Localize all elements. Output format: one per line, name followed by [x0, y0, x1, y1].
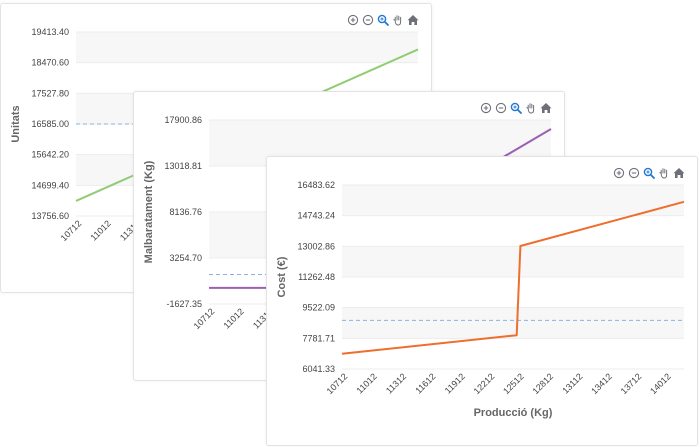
pan-hand-icon [659, 168, 668, 179]
y-axis-title: Malbaratament (Kg) [143, 160, 155, 263]
pan-hand-icon [393, 15, 402, 26]
zoom-in-icon [480, 102, 492, 114]
x-tick-label: 13712 [619, 371, 644, 396]
y-tick-label: 18470.60 [31, 58, 69, 68]
y-tick-label: 15642.20 [31, 150, 69, 160]
x-tick-label: 13412 [589, 371, 614, 396]
chart-toolbar [480, 102, 552, 114]
zoom-out-button[interactable] [628, 167, 640, 179]
y-tick-label: 9522.09 [302, 303, 335, 313]
zoom-out-button[interactable] [362, 14, 374, 26]
y-tick-label: -1627.35 [166, 299, 202, 309]
x-tick-label: 11312 [384, 371, 408, 395]
zoom-out-icon [495, 102, 507, 114]
y-tick-label: 6041.33 [302, 364, 335, 374]
y-tick-label: 16585.00 [31, 119, 69, 129]
zoom-select-button[interactable] [510, 102, 522, 114]
y-tick-label: 7781.71 [302, 333, 335, 343]
y-tick-label: 14743.24 [297, 211, 335, 221]
x-tick-label: 10712 [59, 218, 84, 243]
home-reset-icon [407, 15, 419, 25]
zoom-select-button[interactable] [377, 14, 389, 26]
y-axis-title: Unitats [10, 105, 22, 142]
x-tick-label: 11012 [355, 371, 379, 395]
x-tick-label: 11612 [413, 371, 437, 395]
chart-svg: 16483.62 14743.24 13002.86 11262.48 9522.09 7… [276, 180, 685, 419]
home-reset-button[interactable] [540, 102, 552, 114]
chart-toolbar [613, 167, 685, 179]
y-tick-label: 13756.60 [31, 211, 69, 221]
zoom-in-icon [347, 14, 359, 26]
zoom-out-icon [628, 167, 640, 179]
x-tick-label: 10712 [192, 306, 217, 331]
zoom-select-icon [643, 167, 655, 179]
x-axis-title: Producció (Kg) [474, 407, 553, 419]
x-tick-label: 12812 [530, 371, 555, 396]
grid-band [342, 307, 684, 339]
x-tick-label: 11912 [443, 371, 467, 395]
grid-band [342, 246, 684, 277]
zoom-select-button[interactable] [643, 167, 655, 179]
zoom-select-icon [377, 14, 389, 26]
zoom-in-button[interactable] [613, 167, 625, 179]
pan-hand-button[interactable] [525, 102, 537, 114]
home-reset-button[interactable] [673, 167, 685, 179]
x-tick-label: 12212 [472, 371, 497, 396]
x-tick-label: 13112 [560, 371, 584, 395]
y-axis-title: Cost (€) [276, 256, 288, 297]
pan-hand-button[interactable] [658, 167, 670, 179]
y-tick-label: 14699.40 [31, 180, 69, 190]
y-tick-label: 19413.40 [31, 27, 69, 37]
y-tick-label: 17527.80 [31, 88, 69, 98]
zoom-select-icon [510, 102, 522, 114]
zoom-in-icon [613, 167, 625, 179]
y-tick-label: 16483.62 [297, 180, 335, 190]
zoom-out-button[interactable] [495, 102, 507, 114]
pan-hand-button[interactable] [392, 14, 404, 26]
y-tick-label: 3254.70 [169, 253, 202, 263]
x-tick-label: 11012 [222, 306, 246, 330]
home-reset-icon [673, 168, 685, 178]
y-tick-label: 8136.76 [169, 207, 202, 217]
chart-panel-cost: 16483.62 14743.24 13002.86 11262.48 9522.09 7… [266, 156, 698, 446]
grid-band [76, 32, 418, 63]
zoom-in-button[interactable] [480, 102, 492, 114]
x-tick-label: 14012 [648, 371, 673, 396]
chart-toolbar [347, 14, 419, 26]
y-tick-label: 11262.48 [298, 272, 335, 282]
pan-hand-icon [526, 103, 535, 114]
home-reset-icon [540, 103, 552, 113]
y-tick-label: 13002.86 [297, 241, 335, 251]
y-tick-label: 13018.81 [164, 161, 202, 171]
series-line [341, 200, 685, 355]
x-tick-label: 10712 [325, 371, 350, 396]
home-reset-button[interactable] [407, 14, 419, 26]
y-tick-label: 17900.86 [164, 115, 202, 125]
grid-band [342, 185, 684, 216]
zoom-out-icon [362, 14, 374, 26]
x-tick-label: 11012 [89, 218, 113, 242]
x-tick-label: 12512 [501, 371, 526, 396]
zoom-in-button[interactable] [347, 14, 359, 26]
